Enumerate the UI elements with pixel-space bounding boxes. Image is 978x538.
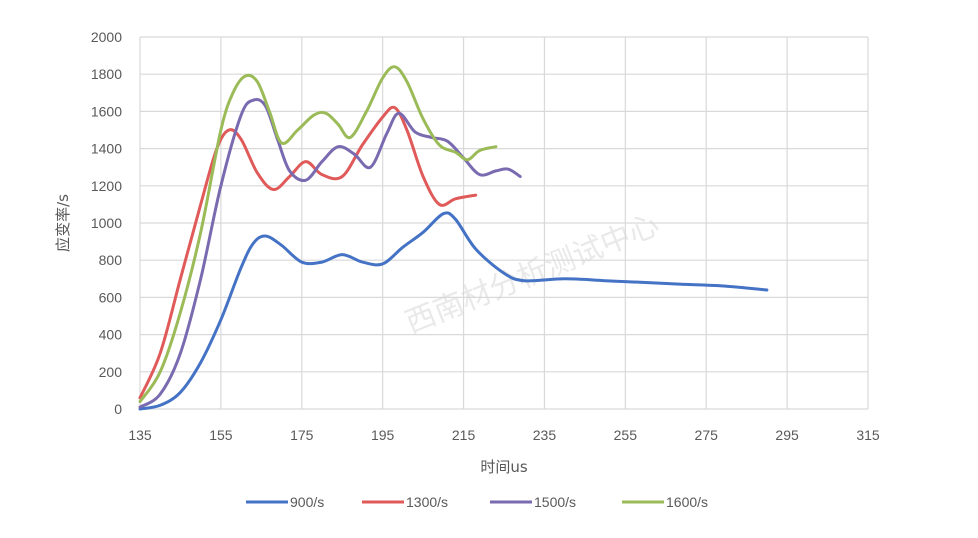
series-line-1300-per-s xyxy=(138,105,478,400)
x-tick-label: 275 xyxy=(695,427,719,443)
y-tick-label: 2000 xyxy=(91,29,122,45)
y-tick-label: 1600 xyxy=(91,103,122,119)
legend: 900/s 1300/s 1500/s 1600/s xyxy=(246,494,708,510)
series-line-900-per-s xyxy=(138,211,769,411)
x-tick-label: 295 xyxy=(775,427,799,443)
y-tick-label: 200 xyxy=(99,364,123,380)
x-tick-label: 155 xyxy=(209,427,233,443)
y-tick-label: 1400 xyxy=(91,141,122,157)
legend-label: 1500/s xyxy=(534,494,576,510)
x-tick-label: 255 xyxy=(614,427,638,443)
y-tick-label: 1000 xyxy=(91,215,122,231)
y-axis-ticks: 0 200 400 600 800 1000 1200 1400 1600 1800 2000 xyxy=(91,29,122,417)
x-tick-label: 235 xyxy=(533,427,557,443)
legend-label: 1600/s xyxy=(666,494,708,510)
data-series xyxy=(138,65,769,411)
x-tick-label: 175 xyxy=(290,427,314,443)
y-tick-label: 600 xyxy=(99,289,123,305)
y-tick-label: 800 xyxy=(99,252,123,268)
series-line-1600-per-s xyxy=(138,65,498,404)
x-tick-label: 195 xyxy=(371,427,395,443)
x-tick-label: 215 xyxy=(452,427,476,443)
y-tick-label: 1800 xyxy=(91,66,122,82)
y-tick-label: 0 xyxy=(114,401,122,417)
legend-label: 1300/s xyxy=(406,494,448,510)
x-tick-label: 135 xyxy=(128,427,152,443)
x-tick-label: 315 xyxy=(856,427,880,443)
y-tick-label: 400 xyxy=(99,327,123,343)
x-axis-ticks: 135 155 175 195 215 235 255 275 295 315 xyxy=(128,427,880,443)
gridlines xyxy=(139,36,869,410)
legend-label: 900/s xyxy=(290,494,324,510)
y-tick-label: 1200 xyxy=(91,178,122,194)
y-axis-title: 应变率/s xyxy=(54,194,72,252)
x-axis-title: 时间us xyxy=(480,458,528,476)
